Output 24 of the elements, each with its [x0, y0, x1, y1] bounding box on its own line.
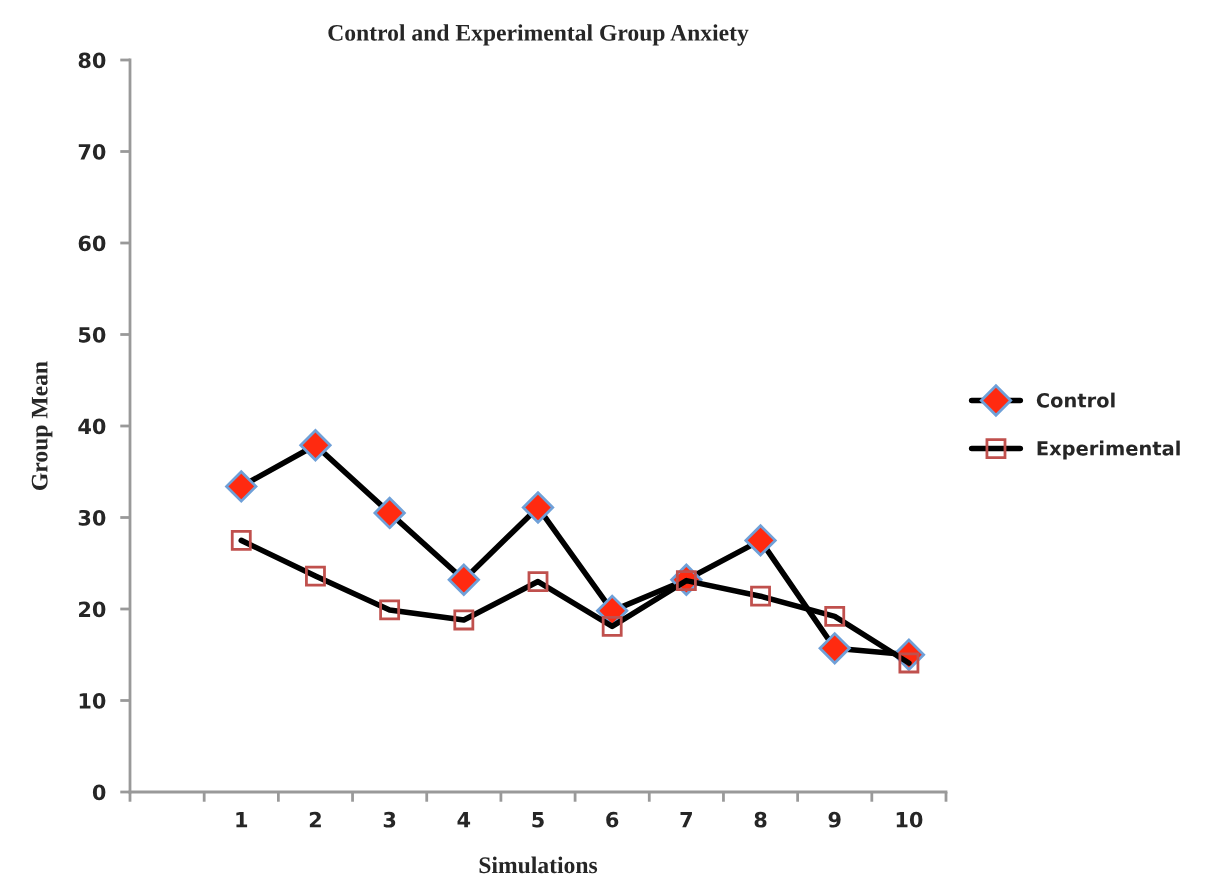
- x-tick-label: 9: [828, 811, 841, 828]
- y-tick-label: 40: [78, 418, 106, 435]
- legend-label: Experimental: [1037, 440, 1180, 460]
- y-tick-label: 0: [92, 784, 106, 801]
- x-tick-label: 4: [457, 812, 471, 828]
- y-tick-label: 70: [78, 143, 106, 160]
- legend-label: Control: [1036, 392, 1115, 408]
- x-tick-label: 7: [680, 812, 692, 828]
- x-tick-label: 6: [606, 811, 619, 828]
- y-tick-label: 50: [79, 326, 106, 343]
- x-axis-title: Simulations: [479, 856, 598, 874]
- x-tick-label: 3: [383, 811, 396, 828]
- y-axis-title: Group Mean: [31, 361, 53, 490]
- y-tick-label: 80: [78, 52, 106, 69]
- x-tick-label: 2: [309, 811, 321, 828]
- x-tick-label: 1: [236, 812, 248, 828]
- y-tick-label: 30: [78, 509, 106, 526]
- y-tick-label: 20: [79, 601, 106, 618]
- x-tick-label: 8: [754, 811, 767, 828]
- chart-title: Control and Experimental Group Anxiety: [328, 24, 749, 46]
- y-tick-label: 10: [79, 692, 106, 709]
- x-tick-label: 10: [896, 811, 923, 828]
- x-tick-label: 5: [532, 812, 544, 828]
- y-tick-label: 60: [78, 235, 106, 252]
